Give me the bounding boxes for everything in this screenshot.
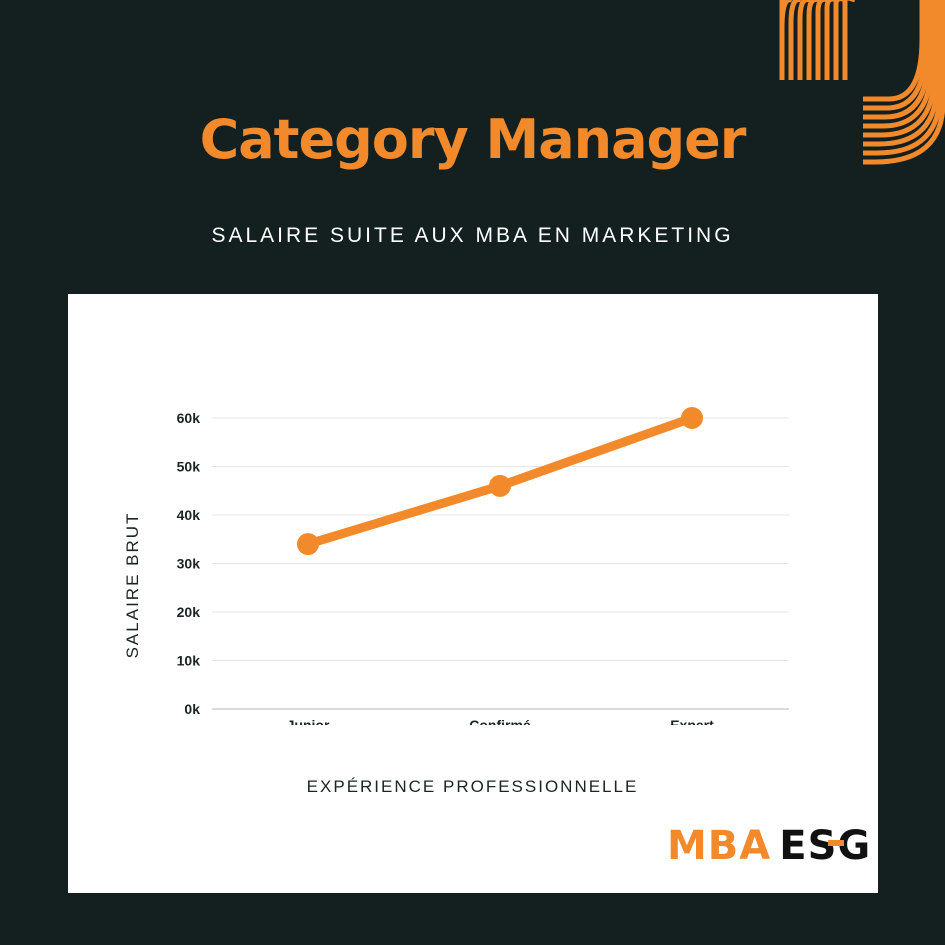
y-tick-label: 60k: [177, 410, 201, 426]
deco-arc: [863, 0, 943, 156]
data-point: [297, 533, 319, 556]
deco-arc: [863, 0, 928, 111]
deco-stripe: [833, 0, 846, 80]
x-tick-label: Confirmé: [469, 717, 531, 733]
y-tick-label: 10k: [177, 653, 201, 669]
deco-arc: [863, 0, 931, 120]
deco-arc: [863, 0, 934, 129]
deco-arc: [863, 0, 940, 147]
logo-esg-text: ESG: [779, 823, 872, 869]
logo-accent-bar: [828, 840, 844, 846]
deco-stripe: [797, 0, 810, 80]
mba-esg-logo: MBA ESG: [667, 823, 871, 873]
y-tick-label: 20k: [177, 604, 201, 620]
deco-arc: [863, 0, 945, 165]
corner-stripe-decoration: [779, 0, 945, 165]
deco-arc: [863, 0, 925, 102]
y-tick-label: 40k: [177, 507, 201, 523]
deco-stripe: [779, 0, 792, 80]
y-tick-label: 50k: [177, 459, 201, 475]
data-point: [489, 474, 511, 497]
chart-panel: [68, 294, 878, 893]
page-subtitle: SALAIRE SUITE AUX MBA EN MARKETING: [211, 224, 734, 247]
deco-stripe: [815, 0, 828, 80]
deco-stripe: [806, 0, 819, 80]
y-tick-label: 30k: [177, 556, 201, 572]
x-tick-label: Expert: [670, 717, 714, 733]
y-axis-title: SALAIRE BRUT: [123, 511, 142, 659]
data-point: [681, 407, 703, 429]
y-tick-label: 0k: [184, 701, 200, 717]
deco-arc: [863, 0, 937, 138]
page-title: Category Manager: [199, 108, 747, 171]
x-tick-label: Junior: [287, 717, 330, 733]
deco-stripe: [788, 0, 801, 80]
deco-stripe: [824, 0, 837, 80]
x-axis-title: EXPÉRIENCE PROFESSIONNELLE: [306, 777, 639, 796]
logo-mba-text: MBA: [667, 823, 772, 869]
